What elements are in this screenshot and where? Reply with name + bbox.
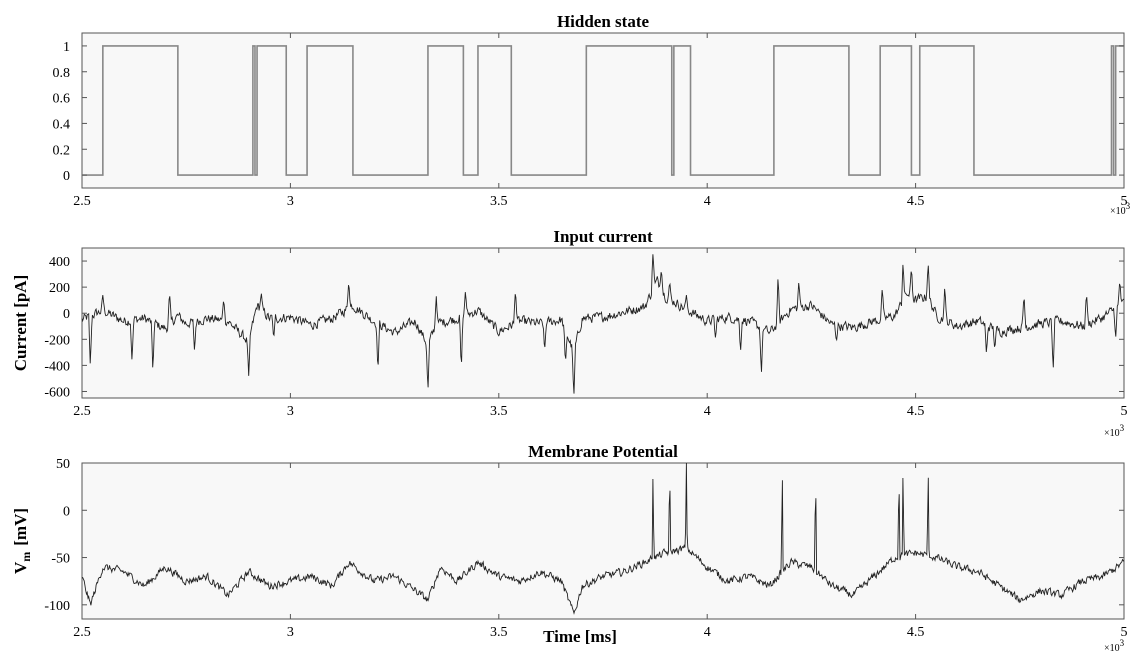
hidden-state-x-tick-label: 3.5 (490, 194, 508, 209)
input-current-y-tick-label: 200 (49, 281, 70, 296)
membrane-potential-x-multiplier: ×103 (1104, 638, 1125, 653)
membrane-potential-trace (81, 462, 1125, 615)
input-current-plot-area (81, 254, 1125, 394)
hidden-state-step-line (82, 45, 1124, 176)
hidden-state-x-ticks: 2.5 3 3.5 4 4.5 5 (73, 33, 1128, 209)
membrane-potential-panel: Membrane Potential 2.5 3 3.5 4 4.5 5 -100 -50 0… (11, 442, 1128, 653)
input-current-y-label: Current [pA] (11, 275, 30, 371)
input-current-x-tick-label: 4.5 (907, 404, 925, 419)
input-current-y-tick-label: 0 (63, 307, 70, 322)
input-current-y-tick-label: 400 (49, 255, 70, 270)
input-current-x-multiplier: ×103 (1104, 423, 1125, 439)
membrane-potential-x-multiplier-base: ×10 (1104, 643, 1120, 653)
input-current-trace (81, 254, 1125, 394)
membrane-potential-x-tick-label: 4.5 (907, 625, 925, 640)
input-current-x-multiplier-exp: 3 (1120, 423, 1125, 433)
input-current-axes-box (81, 247, 1125, 399)
hidden-state-y-tick-label: 0.6 (53, 92, 71, 107)
hidden-state-y-tick-label: 0 (63, 169, 70, 184)
hidden-state-x-multiplier-base: ×10 (1110, 206, 1126, 217)
hidden-state-x-tick-label: 5 (1121, 194, 1128, 209)
hidden-state-y-tick-label: 0.4 (53, 117, 71, 132)
hidden-state-y-ticks: 0 0.2 0.4 0.6 0.8 1 (53, 40, 1124, 184)
membrane-potential-y-tick-label: -50 (51, 552, 70, 567)
input-current-y-tick-label: -200 (44, 333, 70, 348)
hidden-state-axes-box (81, 32, 1125, 189)
membrane-potential-x-tick-label: 2.5 (73, 625, 91, 640)
membrane-potential-y-label-unit: [mV] (11, 508, 30, 546)
membrane-potential-y-tick-label: 50 (56, 457, 70, 472)
hidden-state-x-tick-label: 4.5 (907, 194, 925, 209)
input-current-y-tick-label: -600 (44, 385, 70, 400)
input-current-y-tick-label: -400 (44, 359, 70, 374)
membrane-potential-y-label-subscript: m (19, 552, 33, 562)
membrane-potential-x-tick-label: 3 (287, 625, 294, 640)
membrane-potential-y-label-symbol: V (11, 561, 30, 574)
input-current-y-ticks: -600 -400 -200 0 200 400 (44, 255, 1124, 400)
hidden-state-x-tick-label: 2.5 (73, 194, 91, 209)
membrane-potential-x-label: Time [ms] (543, 627, 617, 646)
input-current-x-ticks: 2.5 3 3.5 4 4.5 5 (73, 248, 1128, 419)
input-current-x-tick-label: 4 (704, 404, 711, 419)
hidden-state-x-multiplier-exp: 3 (1126, 201, 1131, 211)
input-current-panel: Input current 2.5 3 3.5 4 4.5 5 -600 -400 -200 0… (11, 227, 1128, 439)
membrane-potential-title: Membrane Potential (528, 442, 678, 461)
membrane-potential-plot-area (81, 462, 1125, 615)
membrane-potential-x-ticks: 2.5 3 3.5 4 4.5 5 (73, 463, 1128, 640)
hidden-state-y-tick-label: 0.8 (53, 66, 71, 81)
hidden-state-panel: Hidden state 2.5 3 3.5 4 4.5 5 0 0.2 0.4 0.6 0.8 1… (53, 12, 1131, 217)
membrane-potential-x-tick-label: 5 (1121, 625, 1128, 640)
membrane-potential-x-tick-label: 4 (704, 625, 711, 640)
membrane-potential-x-multiplier-exp: 3 (1120, 638, 1125, 648)
membrane-potential-axes-box (81, 462, 1125, 620)
hidden-state-title: Hidden state (557, 12, 650, 31)
membrane-potential-y-label: Vm [mV] (11, 508, 33, 574)
input-current-title: Input current (553, 227, 653, 246)
input-current-x-multiplier-base: ×10 (1104, 428, 1120, 439)
hidden-state-y-tick-label: 0.2 (53, 143, 71, 158)
hidden-state-x-tick-label: 3 (287, 194, 294, 209)
hidden-state-x-multiplier: ×103 (1110, 201, 1131, 217)
membrane-potential-y-tick-label: -100 (44, 599, 70, 614)
input-current-x-tick-label: 3 (287, 404, 294, 419)
hidden-state-y-tick-label: 1 (63, 40, 70, 55)
hidden-state-x-tick-label: 4 (704, 194, 711, 209)
input-current-x-tick-label: 2.5 (73, 404, 91, 419)
membrane-potential-x-tick-label: 3.5 (490, 625, 508, 640)
hidden-state-plot-area (82, 45, 1124, 176)
membrane-potential-y-tick-label: 0 (63, 504, 70, 519)
membrane-potential-y-ticks: -100 -50 0 50 (44, 457, 1124, 614)
input-current-x-tick-label: 3.5 (490, 404, 508, 419)
input-current-x-tick-label: 5 (1121, 404, 1128, 419)
